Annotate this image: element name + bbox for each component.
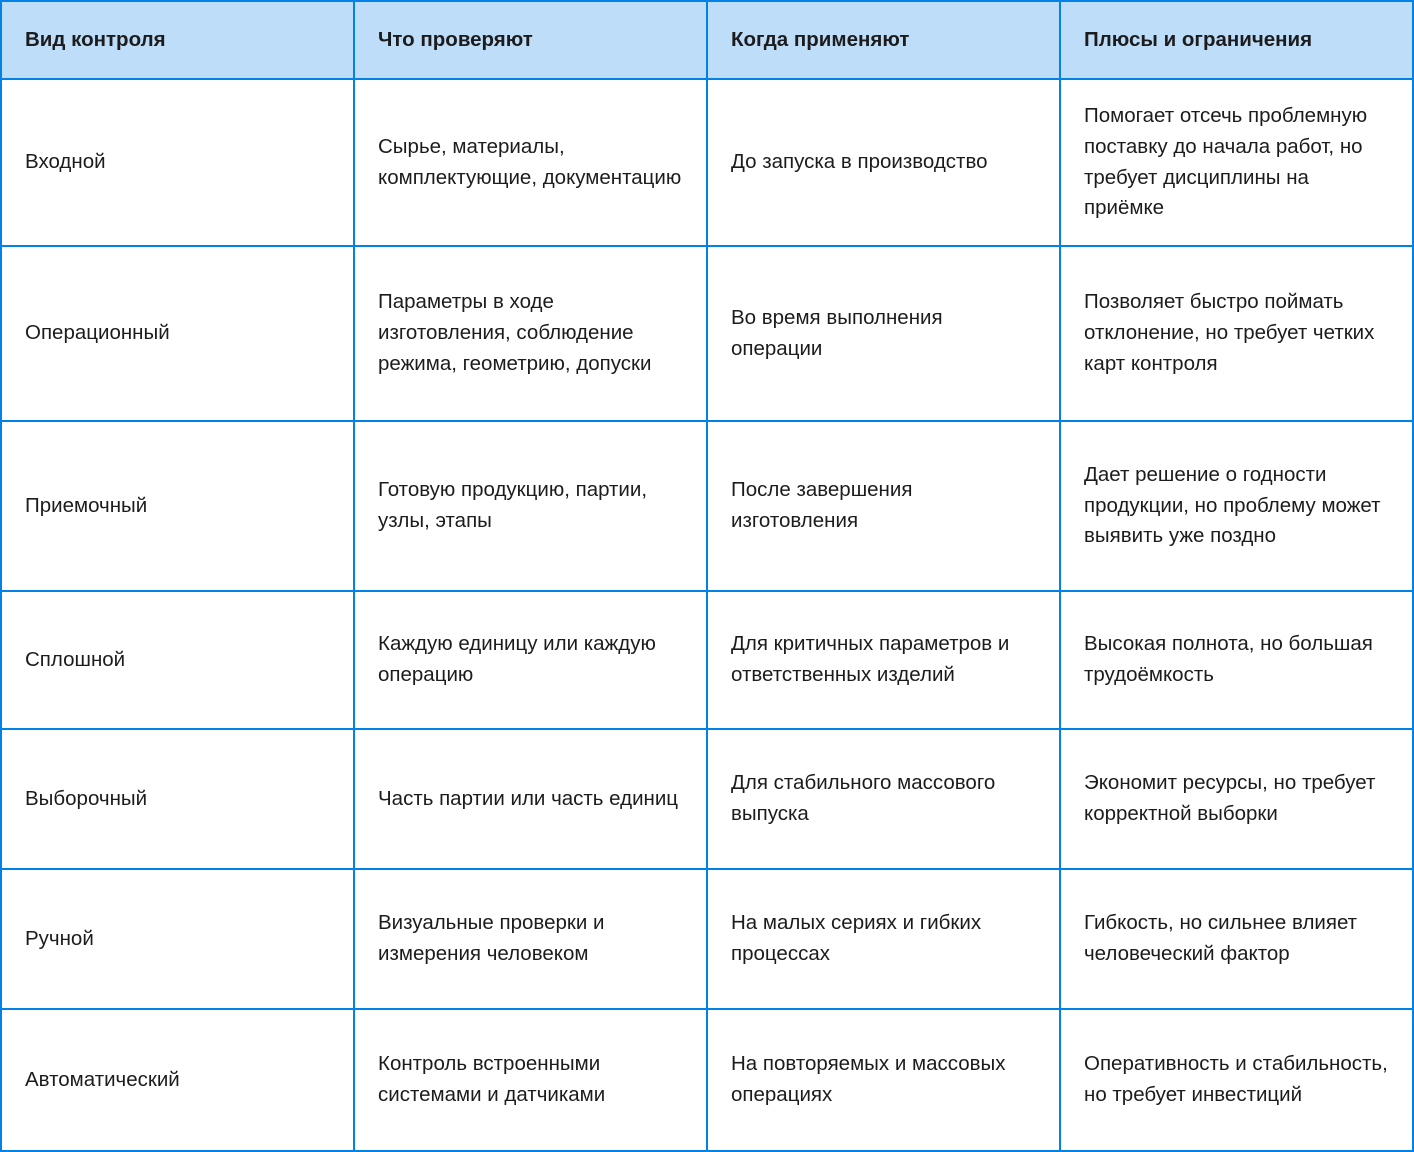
table-cell: Входной <box>0 78 355 247</box>
table-cell: Приемочный <box>0 420 355 592</box>
table-cell: Во время выполнения операции <box>706 245 1061 422</box>
table-cell: Каждую единицу или каждую операцию <box>353 590 708 730</box>
table-cell: Дает решение о годности продукции, но пр… <box>1059 420 1414 592</box>
table-cell: Помогает отсечь проблемную поставку до н… <box>1059 78 1414 247</box>
table-cell: Высокая полнота, но большая трудоёмкость <box>1059 590 1414 730</box>
table-cell: Выборочный <box>0 728 355 870</box>
column-header-control-type: Вид контроля <box>0 0 355 80</box>
column-header-pros-limitations: Плюсы и ограничения <box>1059 0 1414 80</box>
table-cell: На малых сериях и гибких процессах <box>706 868 1061 1010</box>
column-header-what-checked: Что проверяют <box>353 0 708 80</box>
table-row: Выборочный Часть партии или часть единиц Д… <box>0 728 1414 870</box>
table-cell: Автоматический <box>0 1008 355 1152</box>
table-row: Входной Сырье, материалы, комплектующие, … <box>0 78 1414 247</box>
table-cell: Сплошной <box>0 590 355 730</box>
table-cell: На повторяемых и массовых операциях <box>706 1008 1061 1152</box>
table-row: Автоматический Контроль встроенными систе… <box>0 1008 1414 1152</box>
table-cell: Гибкость, но сильнее влияет человеческий… <box>1059 868 1414 1010</box>
table-row: Сплошной Каждую единицу или каждую операц… <box>0 590 1414 730</box>
table-cell: Сырье, материалы, комплектующие, докумен… <box>353 78 708 247</box>
table-cell: Для стабильного массового выпуска <box>706 728 1061 870</box>
table-body: Входной Сырье, материалы, комплектующие, … <box>0 78 1414 1152</box>
table-header: Вид контроля Что проверяют Когда применя… <box>0 0 1414 80</box>
table-cell: Контроль встроенными системами и датчика… <box>353 1008 708 1152</box>
table-cell: Готовую продукцию, партии, узлы, этапы <box>353 420 708 592</box>
table-cell: Позволяет быстро поймать отклонение, но … <box>1059 245 1414 422</box>
table-cell: Экономит ресурсы, но требует корректной … <box>1059 728 1414 870</box>
table-cell: Для критичных параметров и ответственных… <box>706 590 1061 730</box>
table-cell: До запуска в производство <box>706 78 1061 247</box>
table-cell: После завершения изготовления <box>706 420 1061 592</box>
table-cell: Оперативность и стабильность, но требует… <box>1059 1008 1414 1152</box>
table-cell: Параметры в ходе изготовления, соблюдени… <box>353 245 708 422</box>
table-row: Приемочный Готовую продукцию, партии, узл… <box>0 420 1414 592</box>
table-cell: Ручной <box>0 868 355 1010</box>
table-cell: Операционный <box>0 245 355 422</box>
table-header-row: Вид контроля Что проверяют Когда применя… <box>0 0 1414 80</box>
table-cell: Визуальные проверки и измерения человеко… <box>353 868 708 1010</box>
table-row: Операционный Параметры в ходе изготовлени… <box>0 245 1414 422</box>
column-header-when-applied: Когда применяют <box>706 0 1061 80</box>
table-cell: Часть партии или часть единиц <box>353 728 708 870</box>
table-row: Ручной Визуальные проверки и измерения че… <box>0 868 1414 1010</box>
